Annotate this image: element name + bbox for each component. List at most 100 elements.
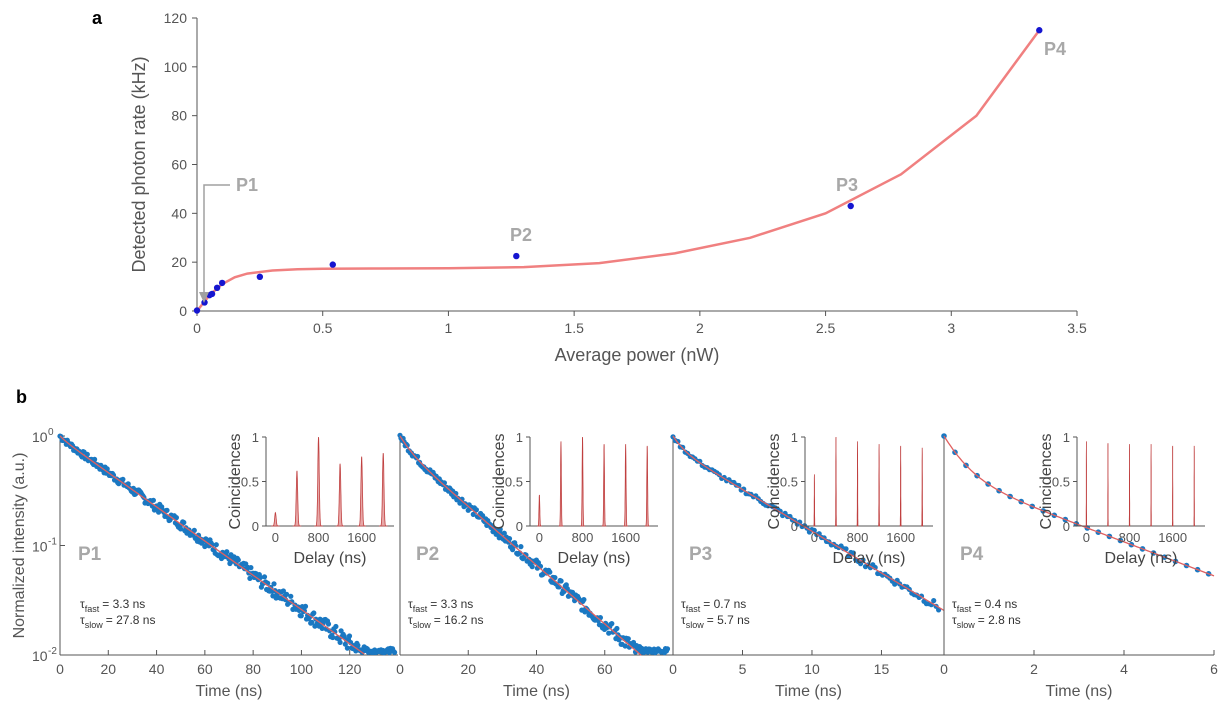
x-tick-label: 60: [197, 661, 213, 677]
inset-y-tick-label: 0: [791, 519, 798, 534]
decay-point: [319, 625, 325, 632]
inset-peak: [601, 444, 607, 527]
decay-point: [327, 628, 333, 634]
decay-point: [355, 642, 361, 649]
x-tick-label: 2: [1030, 661, 1038, 677]
decay-point: [288, 593, 294, 599]
x-axis-label: Time (ns): [1046, 683, 1113, 700]
inset-peak: [813, 474, 816, 527]
x-tick-label: 0: [56, 661, 64, 677]
inset-y-tick-label: 0: [516, 519, 523, 534]
x-tick-label: 15: [874, 661, 890, 677]
x-tick-label: 4: [1120, 661, 1128, 677]
panel-b: Normalized intensity (a.u.)10 010 -110 -20 2…: [11, 427, 1218, 700]
x-tick-label: 80: [245, 661, 261, 677]
decay-point: [337, 639, 343, 646]
inset-y-tick-label: 0.5: [505, 475, 523, 490]
y-tick-label: 0: [179, 303, 187, 319]
decay-point: [614, 625, 620, 632]
y-log-tick-exponent: -1: [48, 537, 57, 548]
data-point: [847, 202, 854, 210]
tau-fast-text: τfast = 0.7 ns: [681, 597, 746, 614]
y-tick-label: 40: [171, 205, 187, 221]
decay-point: [213, 542, 219, 548]
inset-x-label: Delay (ns): [833, 550, 906, 567]
inset-x-tick-label: 1600: [886, 530, 915, 545]
x-tick-label: 1.5: [564, 320, 584, 336]
data-point: [208, 290, 216, 298]
tau-slow-value: = 2.8 ns: [978, 613, 1021, 627]
x-tick-label: 3: [947, 320, 955, 336]
x-tick-label: 40: [149, 661, 165, 677]
inset-x-tick-label: 800: [308, 530, 330, 545]
decay-point: [261, 574, 268, 580]
y-tick-label: 80: [171, 108, 187, 124]
tau-slow-subscript: slow: [957, 620, 976, 630]
inset-peak: [292, 470, 302, 527]
decay-point: [309, 619, 315, 626]
decay-point: [84, 451, 90, 457]
tau-fast-subscript: fast: [957, 604, 972, 614]
inset-y-label: Coincidences: [766, 433, 783, 529]
annotation-p2: P2: [510, 225, 532, 245]
inset-peak: [1193, 445, 1195, 527]
inset-peak: [537, 494, 542, 527]
panel-a-letter: a: [92, 8, 103, 28]
inset-p2: 0 0.5 1 0 800 1600 Delay (ns) Coincidences: [491, 430, 658, 567]
tau-slow-text: τslow = 2.8 ns: [952, 613, 1021, 630]
tau-fast-value: = 0.4 ns: [974, 597, 1017, 611]
inset-x-label: Delay (ns): [1105, 550, 1178, 567]
decay-point: [195, 532, 202, 538]
decay-point: [311, 610, 317, 616]
inset-y-tick-label: 0: [1063, 519, 1070, 534]
tau-symbol: τ: [80, 613, 85, 627]
inset-y-tick-label: 1: [252, 430, 259, 445]
tau-symbol: τ: [952, 613, 957, 627]
tau-symbol: τ: [681, 597, 686, 611]
decay-point: [235, 557, 241, 563]
tau-slow-text: τslow = 16.2 ns: [408, 613, 483, 630]
tau-symbol: τ: [80, 597, 85, 611]
x-tick-label: 3.5: [1067, 320, 1087, 336]
decay-point: [330, 634, 336, 641]
inset-x-tick-label: 1600: [347, 530, 376, 545]
inset-peak: [1171, 445, 1174, 527]
x-tick-label: 120: [338, 661, 362, 677]
y-tick-label: 120: [164, 10, 188, 26]
data-point: [1036, 27, 1043, 34]
inset-y-tick-label: 1: [516, 430, 523, 445]
annotation-p4: P4: [1044, 39, 1066, 59]
decay-point: [547, 569, 553, 575]
tau-slow-value: = 27.8 ns: [106, 613, 156, 627]
p1-arrow-head: [199, 292, 209, 303]
tau-fast-subscript: fast: [413, 604, 428, 614]
decay-point: [931, 598, 937, 604]
inset-x-tick-label: 1600: [611, 530, 640, 545]
x-tick-label: 20: [100, 661, 116, 677]
decay-point: [529, 564, 535, 570]
decay-point: [346, 633, 353, 639]
decay-point: [581, 597, 587, 603]
inset-y-label: Coincidences: [491, 433, 508, 529]
decay-point: [552, 575, 558, 581]
decay-point: [697, 458, 703, 464]
inset-peak: [558, 441, 564, 527]
inset-x-tick-label: 0: [272, 530, 279, 545]
inset-peak: [1085, 441, 1088, 527]
decay-point: [523, 552, 529, 558]
annotation-p1: P1: [236, 175, 258, 195]
inset-peak: [378, 452, 388, 527]
inset-peak: [899, 445, 902, 527]
inset-peak: [623, 444, 628, 527]
annotation-p3: P3: [836, 175, 858, 195]
x-tick-label: 100: [290, 661, 314, 677]
y-log-tick-base: 10: [32, 648, 48, 664]
x-tick-label: 0: [940, 661, 948, 677]
inset-x-tick-label: 800: [1119, 530, 1141, 545]
tau-symbol: τ: [952, 597, 957, 611]
decay-point: [178, 526, 184, 532]
decay-point: [606, 630, 612, 636]
